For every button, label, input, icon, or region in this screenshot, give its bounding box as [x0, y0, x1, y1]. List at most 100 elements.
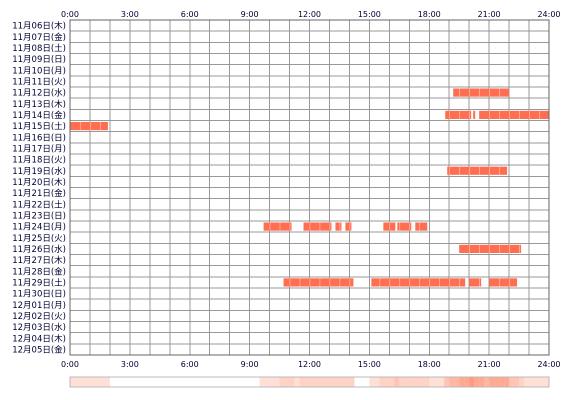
bar-seam: [469, 244, 470, 253]
bar-seam: [449, 110, 451, 119]
summary-cell: [394, 377, 400, 387]
summary-cell: [334, 377, 340, 387]
bar-seam: [459, 88, 460, 97]
bar-seam: [379, 278, 381, 287]
top-tick-label: 6:00: [181, 10, 199, 19]
summary-cell: [344, 377, 350, 387]
bar-seam: [499, 278, 500, 287]
summary-cell: [384, 377, 390, 387]
summary-cell: [419, 377, 425, 387]
bar-seam: [309, 278, 311, 287]
summary-cell: [339, 377, 345, 387]
date-label: 11月22日(土): [12, 199, 66, 210]
bar-seam: [539, 110, 540, 119]
activity-bar: [445, 110, 472, 119]
bar-seam: [409, 278, 411, 287]
bar-seam: [459, 278, 460, 287]
date-label: 12月02日(火): [12, 312, 66, 322]
bottom-tick-label: 12:00: [298, 360, 321, 369]
bar-seam: [319, 278, 321, 287]
chart-grid: [69, 19, 550, 356]
date-label: 11月20日(木): [12, 177, 66, 188]
date-label: 11月26日(水): [12, 244, 66, 255]
activity-bar: [283, 278, 354, 287]
summary-cell: [434, 377, 440, 387]
bar-seam: [419, 222, 421, 231]
summary-cell: [499, 377, 505, 387]
activity-bar: [453, 88, 510, 97]
top-tick-label: 3:00: [121, 10, 139, 19]
bar-seam: [449, 278, 451, 287]
bar-seam: [499, 88, 500, 97]
summary-cell: [459, 377, 465, 387]
bar-seam: [429, 278, 431, 287]
bar-seam: [469, 88, 470, 97]
summary-cell: [409, 377, 415, 387]
plot-frame: [69, 19, 550, 356]
summary-cell: [104, 377, 110, 387]
bar-seam: [399, 278, 401, 287]
bar-seam: [349, 222, 351, 231]
summary-cell: [449, 377, 455, 387]
summary-cell: [399, 377, 405, 387]
summary-cell: [324, 377, 330, 387]
bar-seam: [309, 222, 311, 231]
bottom-tick-label: 0:00: [61, 360, 79, 369]
bar-seam: [509, 110, 510, 119]
bar-seam: [489, 244, 490, 253]
activity-bar: [447, 166, 508, 175]
activity-bar: [335, 222, 342, 231]
bar-seam: [519, 110, 520, 119]
bar-seam: [329, 222, 331, 231]
date-label: 11月13日(木): [12, 99, 66, 110]
date-label: 11月28日(金): [12, 266, 66, 277]
bar-seam: [479, 166, 480, 175]
bar-seam: [439, 278, 441, 287]
bar-seam: [319, 222, 321, 231]
bar-seam: [479, 244, 480, 253]
bar-seam: [99, 122, 101, 131]
bar-seam: [479, 278, 480, 287]
date-label: 11月06日(木): [12, 21, 66, 32]
summary-cell: [374, 377, 380, 387]
summary-strip-frame: [69, 376, 550, 388]
activity-bar: [489, 278, 518, 287]
summary-cell: [444, 377, 450, 387]
top-tick-label: 9:00: [241, 10, 259, 19]
summary-cell: [269, 377, 275, 387]
activity-bar: [303, 222, 332, 231]
bar-seam: [509, 244, 510, 253]
bar-seam: [499, 244, 500, 253]
bottom-time-axis: 0:00 3:00 6:00 9:00 12:00 15:00 18:00 21:00 24:0…: [61, 360, 561, 369]
summary-cell: [74, 377, 80, 387]
summary-cell: [509, 377, 515, 387]
activity-bar: [263, 222, 292, 231]
top-tick-label: 21:00: [478, 10, 501, 19]
activity-bar: [459, 244, 522, 253]
summary-cell: [439, 377, 445, 387]
bar-seam: [79, 122, 81, 131]
date-label: 11月10日(月): [12, 66, 66, 76]
summary-cell: [289, 377, 295, 387]
summary-cell: [279, 377, 285, 387]
bar-seam: [489, 88, 490, 97]
top-tick-label: 0:00: [61, 10, 79, 19]
bar-seam: [489, 110, 490, 119]
activity-bar: [345, 222, 352, 231]
bottom-tick-label: 18:00: [418, 360, 441, 369]
summary-cell: [329, 377, 335, 387]
bar-seam: [339, 278, 341, 287]
summary-cell: [294, 377, 300, 387]
summary-cell: [494, 377, 500, 387]
date-label: 11月14日(金): [12, 110, 66, 121]
summary-cell: [534, 377, 540, 387]
summary-cell: [529, 377, 535, 387]
activity-bar: [469, 278, 482, 287]
bar-seam: [509, 278, 510, 287]
summary-cell: [464, 377, 470, 387]
bottom-tick-label: 6:00: [181, 360, 199, 369]
bar-seam: [459, 166, 460, 175]
summary-cell: [319, 377, 325, 387]
summary-cell: [369, 377, 375, 387]
